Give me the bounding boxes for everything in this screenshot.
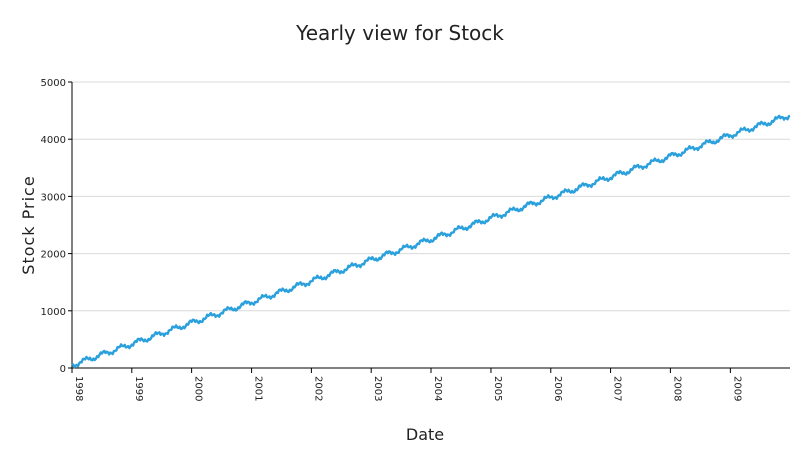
x-tick-label: 2009 (731, 376, 742, 401)
x-tick-label: 2003 (372, 376, 383, 401)
y-tick-label: 5000 (41, 78, 66, 89)
x-tick-label: 1999 (133, 376, 144, 401)
x-tick-label: 2005 (492, 376, 503, 401)
x-tick-label: 2000 (193, 376, 204, 401)
y-tick-label: 3000 (41, 192, 66, 203)
y-tick-label: 2000 (41, 250, 66, 261)
x-tick-label: 2001 (253, 376, 264, 401)
x-tick-label: 2002 (312, 376, 323, 401)
y-tick-label: 4000 (41, 135, 66, 146)
x-tick-label: 2008 (671, 376, 682, 401)
grid-lines (72, 81, 790, 312)
series-layer (71, 114, 791, 369)
x-axis-title: Date (406, 425, 444, 444)
x-tick-label: 2004 (432, 376, 443, 401)
y-tick-label: 0 (60, 364, 66, 375)
axes (71, 82, 790, 369)
chart-title: Yearly view for Stock (295, 21, 504, 45)
x-tick-label: 2006 (552, 376, 563, 401)
x-axis-ticks: 1998 1999 2000 2001 2002 2003 2004 2005 2006 2007… (71, 368, 742, 401)
y-tick-label: 1000 (41, 307, 66, 318)
y-axis-title: Stock Price (19, 175, 38, 274)
y-axis-ticks: 0 1000 2000 3000 4000 5000 (41, 78, 72, 375)
series-line (71, 114, 791, 369)
x-tick-label: 1998 (73, 376, 84, 401)
x-tick-label: 2007 (612, 376, 623, 401)
